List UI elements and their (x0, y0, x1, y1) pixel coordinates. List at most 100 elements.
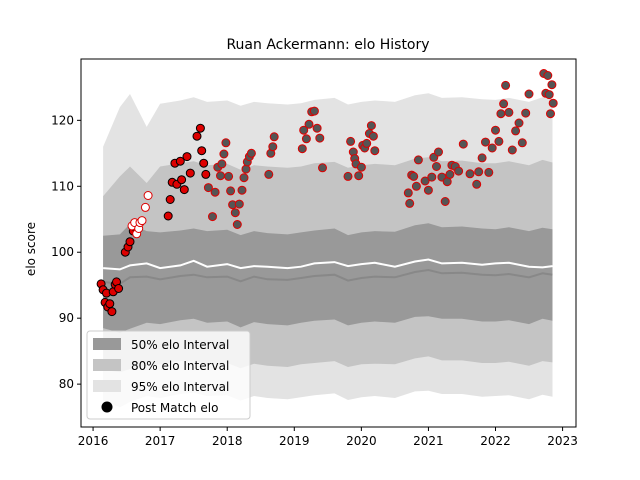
post-match-elo-point (474, 167, 484, 177)
post-match-elo-point (237, 185, 247, 195)
y-tick-label: 120 (51, 113, 74, 127)
chart-title: Ruan Ackermann: elo History (226, 37, 429, 53)
y-axis: 80 90 100 110 120 (51, 113, 81, 391)
post-match-elo-point (182, 152, 192, 162)
mean-elo-line (102, 268, 553, 285)
x-tick-label: 2023 (547, 434, 578, 448)
post-match-elo-point (175, 156, 185, 166)
post-match-elo-point (163, 211, 173, 221)
post-match-elo-point (195, 123, 205, 133)
y-tick-label: 80 (59, 377, 74, 391)
post-match-elo-point (315, 133, 325, 143)
post-match-elo-point (432, 162, 441, 171)
post-match-elo-point (487, 143, 497, 153)
post-match-elo-point (521, 108, 531, 118)
post-match-elo-point (496, 109, 506, 119)
post-match-elo-point (484, 167, 494, 177)
legend-label-95: 95% elo Interval (131, 380, 229, 394)
legend: 50% elo Interval 80% elo Interval 95% el… (86, 330, 251, 420)
post-match-elo-point (165, 195, 175, 204)
post-match-elo-point (370, 146, 380, 156)
post-match-elo-point (208, 212, 217, 222)
post-match-elo-point (472, 179, 482, 189)
x-tick-label: 2018 (212, 434, 243, 448)
post-match-elo-point (232, 220, 242, 229)
post-match-elo-point (301, 134, 311, 144)
post-match-elo-point (423, 185, 433, 195)
post-match-elo-point (420, 176, 430, 186)
post-match-elo-point (230, 208, 240, 218)
post-match-elo-point (454, 166, 464, 176)
legend-swatch-50 (93, 338, 121, 350)
post-match-elo-point (434, 147, 443, 157)
post-match-elo-point (268, 142, 278, 152)
post-match-elo-point (299, 125, 309, 135)
post-match-elo-point (547, 80, 557, 90)
post-match-elo-point (105, 299, 115, 309)
post-match-elo-point (413, 155, 423, 165)
post-match-elo-point (343, 171, 353, 181)
post-match-elo-point (405, 198, 415, 208)
post-match-elo-point (221, 138, 231, 148)
post-match-elo-point (501, 80, 511, 90)
post-match-elo-point (239, 173, 249, 183)
legend-swatch-95 (93, 380, 121, 392)
post-match-elo-point (499, 99, 509, 109)
post-match-elo-point (544, 90, 554, 100)
x-tick-label: 2022 (480, 434, 511, 448)
legend-swatch-80 (93, 359, 121, 371)
post-match-elo-point (199, 158, 209, 168)
post-match-elo-point (179, 185, 189, 195)
post-match-elo-point (224, 171, 234, 181)
post-match-elo-point (368, 131, 378, 141)
post-match-elo-point (409, 171, 419, 181)
post-match-elo-point (465, 169, 475, 179)
post-match-elo-point (427, 172, 437, 182)
post-match-elo-point (440, 197, 450, 206)
post-match-elo-point-open (143, 191, 153, 200)
post-match-elo-point (517, 138, 527, 148)
legend-box (86, 330, 251, 420)
post-match-elo-point (442, 177, 452, 187)
post-match-elo-point (241, 164, 251, 174)
post-match-elo-point (216, 171, 225, 181)
post-match-elo-point (312, 123, 322, 133)
post-match-elo-point (524, 89, 534, 99)
post-match-elo-point (411, 181, 421, 191)
post-match-elo-point (210, 187, 220, 197)
post-match-elo-point (445, 169, 455, 179)
post-match-elo-point (354, 171, 364, 181)
post-match-elo-point (309, 106, 319, 116)
legend-marker-icon (101, 401, 113, 413)
post-match-elo-point (197, 146, 207, 156)
post-match-elo-point (511, 126, 521, 136)
post-match-elo-point (494, 136, 504, 146)
post-match-elo-point (477, 153, 487, 163)
legend-label-marker: Post Match elo (131, 401, 218, 415)
x-tick-label: 2021 (413, 434, 444, 448)
post-match-elo-point (403, 188, 413, 198)
plot-frame (80, 58, 577, 428)
post-match-elo-point (114, 284, 124, 293)
post-match-elo-point (125, 237, 135, 247)
x-tick-label: 2019 (279, 434, 310, 448)
x-tick-label: 2016 (78, 434, 109, 448)
y-tick-label: 110 (51, 179, 74, 193)
post-match-elo-point (514, 118, 524, 128)
post-match-elo-point (264, 169, 274, 179)
post-match-elo-point (203, 183, 213, 193)
post-match-elo-point-open (137, 216, 147, 226)
y-tick-label: 100 (51, 245, 74, 259)
post-match-elo-point (269, 132, 279, 142)
legend-label-50: 50% elo Interval (131, 338, 229, 352)
band-50-interval (103, 223, 553, 333)
x-tick-label: 2017 (145, 434, 176, 448)
post-match-elo-point (217, 159, 227, 169)
post-match-elo-point (458, 139, 468, 149)
post-match-elo-point (362, 138, 372, 148)
post-match-elo-point (318, 163, 327, 173)
plot-area (96, 69, 558, 408)
post-match-elo-point (346, 136, 356, 146)
post-match-elo-point (504, 107, 514, 117)
post-match-elo-point (366, 121, 376, 131)
